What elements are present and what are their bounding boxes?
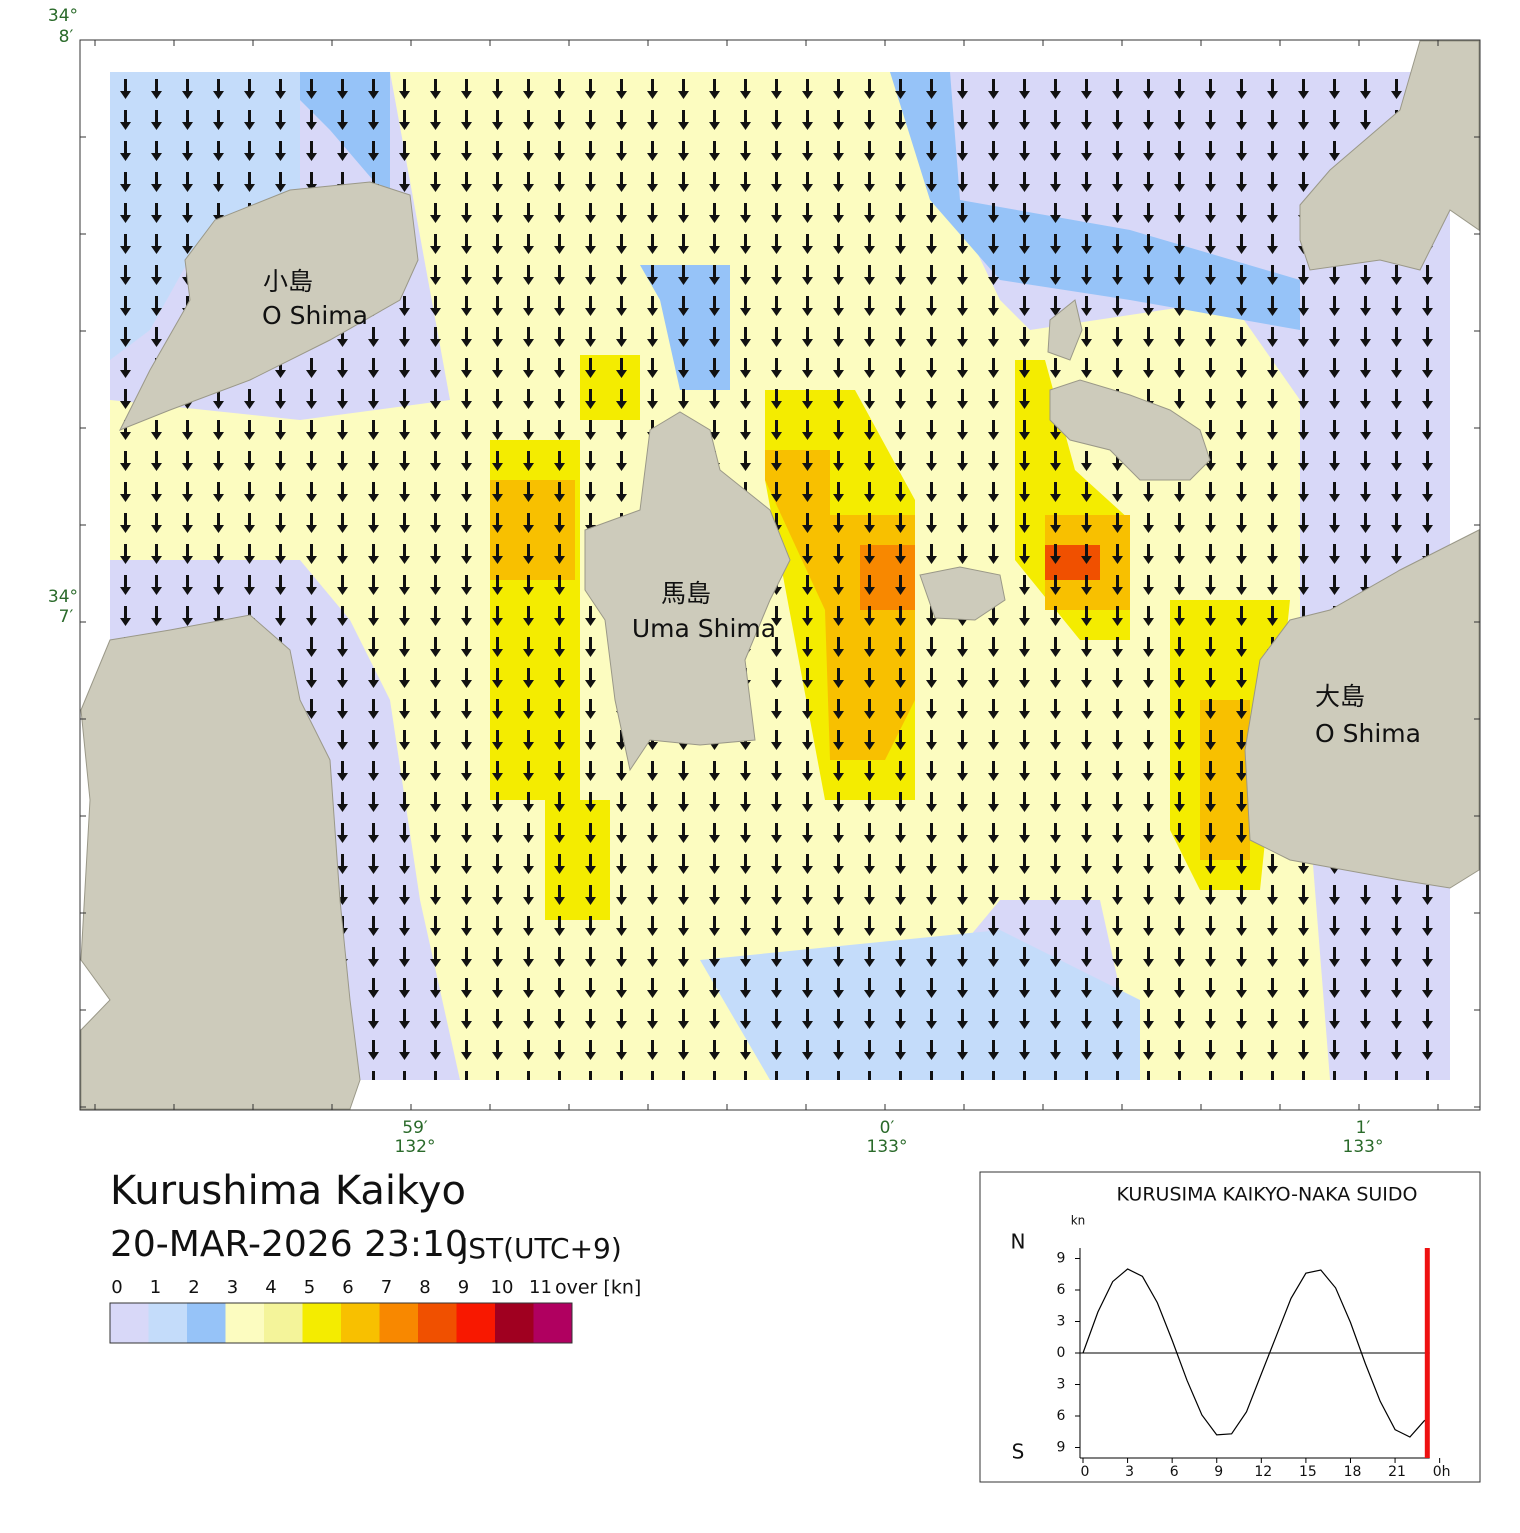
legend-label: 5 (304, 1277, 315, 1298)
x-tick-label: 12 (1254, 1464, 1272, 1480)
legend-label: 4 (265, 1277, 276, 1298)
lat-label: 34° (48, 6, 78, 26)
legend-label: 3 (227, 1277, 238, 1298)
x-tick-label: 9 (1214, 1464, 1223, 1480)
legend-swatch (187, 1303, 226, 1343)
legend-swatch (418, 1303, 457, 1343)
legend-label: 10 (491, 1277, 514, 1298)
lon-label: 59′ (402, 1118, 428, 1138)
chart-frame (979, 1171, 1481, 1483)
datetime: 20-MAR-2026 23:10 (110, 1224, 468, 1265)
x-tick-label: 21 (1388, 1464, 1406, 1480)
legend-swatch (341, 1303, 380, 1343)
frame-ticks (80, 39, 1480, 1110)
place-name-en: O Shima (1315, 719, 1421, 748)
x-tick-label: 0 (1081, 1464, 1090, 1480)
place-name-ja: 小島 (263, 267, 313, 296)
lon-label: 1′ (1356, 1118, 1371, 1138)
island (1244, 529, 1480, 889)
y-tick-label: 0 (1057, 1345, 1066, 1361)
x-tick-label: 6 (1170, 1464, 1179, 1480)
south-label: S (1012, 1440, 1025, 1464)
y-tick-label: 6 (1057, 1282, 1066, 1298)
legend-swatch (456, 1303, 495, 1343)
legend-swatch (225, 1303, 264, 1343)
legend-swatch (302, 1303, 341, 1343)
y-unit: kn (1071, 1214, 1086, 1228)
legend-unit: over [kn] (555, 1277, 641, 1299)
lat-label: 34° (48, 587, 78, 607)
y-tick-label: 9 (1057, 1251, 1066, 1267)
north-label: N (1011, 1230, 1026, 1254)
y-tick-label: 3 (1057, 1314, 1066, 1330)
x-tick-label: 3 (1125, 1464, 1134, 1480)
y-tick-label: 6 (1057, 1408, 1066, 1424)
legend-label: 9 (458, 1277, 469, 1298)
x-tick-label: 15 (1299, 1464, 1317, 1480)
place-name-en: Uma Shima (632, 614, 776, 643)
y-tick-label: 3 (1057, 1377, 1066, 1393)
x-tick-label: 0h (1433, 1464, 1451, 1480)
island (1047, 299, 1083, 361)
island (919, 566, 1006, 621)
x-tick-label: 18 (1344, 1464, 1362, 1480)
legend-swatch (495, 1303, 534, 1343)
land-mass (1299, 40, 1480, 271)
legend-swatch (379, 1303, 418, 1343)
legend-label: 0 (111, 1277, 122, 1298)
lon-label: 133° (867, 1137, 908, 1157)
timezone: JST(UTC+9) (458, 1232, 622, 1265)
tidal-curve (1082, 1268, 1426, 1438)
land (80, 40, 1480, 1110)
title: Kurushima Kaikyo (110, 1168, 466, 1214)
legend-swatch (110, 1303, 149, 1343)
lat-label: 7′ (59, 607, 74, 627)
y-tick-label: 9 (1057, 1440, 1066, 1456)
land-mass (80, 614, 361, 1110)
map: 34° 8′ 34° 7′ 59′ 132° 0′ 133° 1′ 133° 小… (48, 6, 1481, 1157)
legend-swatch (533, 1303, 572, 1343)
lon-label: 133° (1343, 1137, 1384, 1157)
chart-title: KURUSIMA KAIKYO-NAKA SUIDO (1116, 1184, 1417, 1206)
island (118, 181, 419, 431)
legend-label: 8 (419, 1277, 430, 1298)
legend-swatch (264, 1303, 303, 1343)
lon-label: 132° (395, 1137, 436, 1157)
place-name-en: O Shima (262, 301, 368, 330)
lon-label: 0′ (880, 1118, 895, 1138)
legend-swatch (148, 1303, 187, 1343)
legend-border (109, 1302, 573, 1344)
place-name-ja: 大島 (1315, 682, 1365, 711)
place-name-ja: 馬島 (661, 579, 711, 608)
legend-label: 2 (188, 1277, 199, 1298)
legend-label: 6 (342, 1277, 353, 1298)
legend: 0 1 2 3 4 5 6 7 8 9 10 11 over [kn] (109, 1277, 641, 1344)
legend-label: 11 (529, 1277, 552, 1298)
tidal-chart: KURUSIMA KAIKYO-NAKA SUIDO kn N S 9 6 3 0 3 6… (979, 1171, 1481, 1483)
island (1049, 379, 1211, 481)
island (584, 411, 791, 772)
legend-label: 1 (150, 1277, 161, 1298)
legend-label: 7 (381, 1277, 392, 1298)
lat-label: 8′ (59, 27, 74, 47)
